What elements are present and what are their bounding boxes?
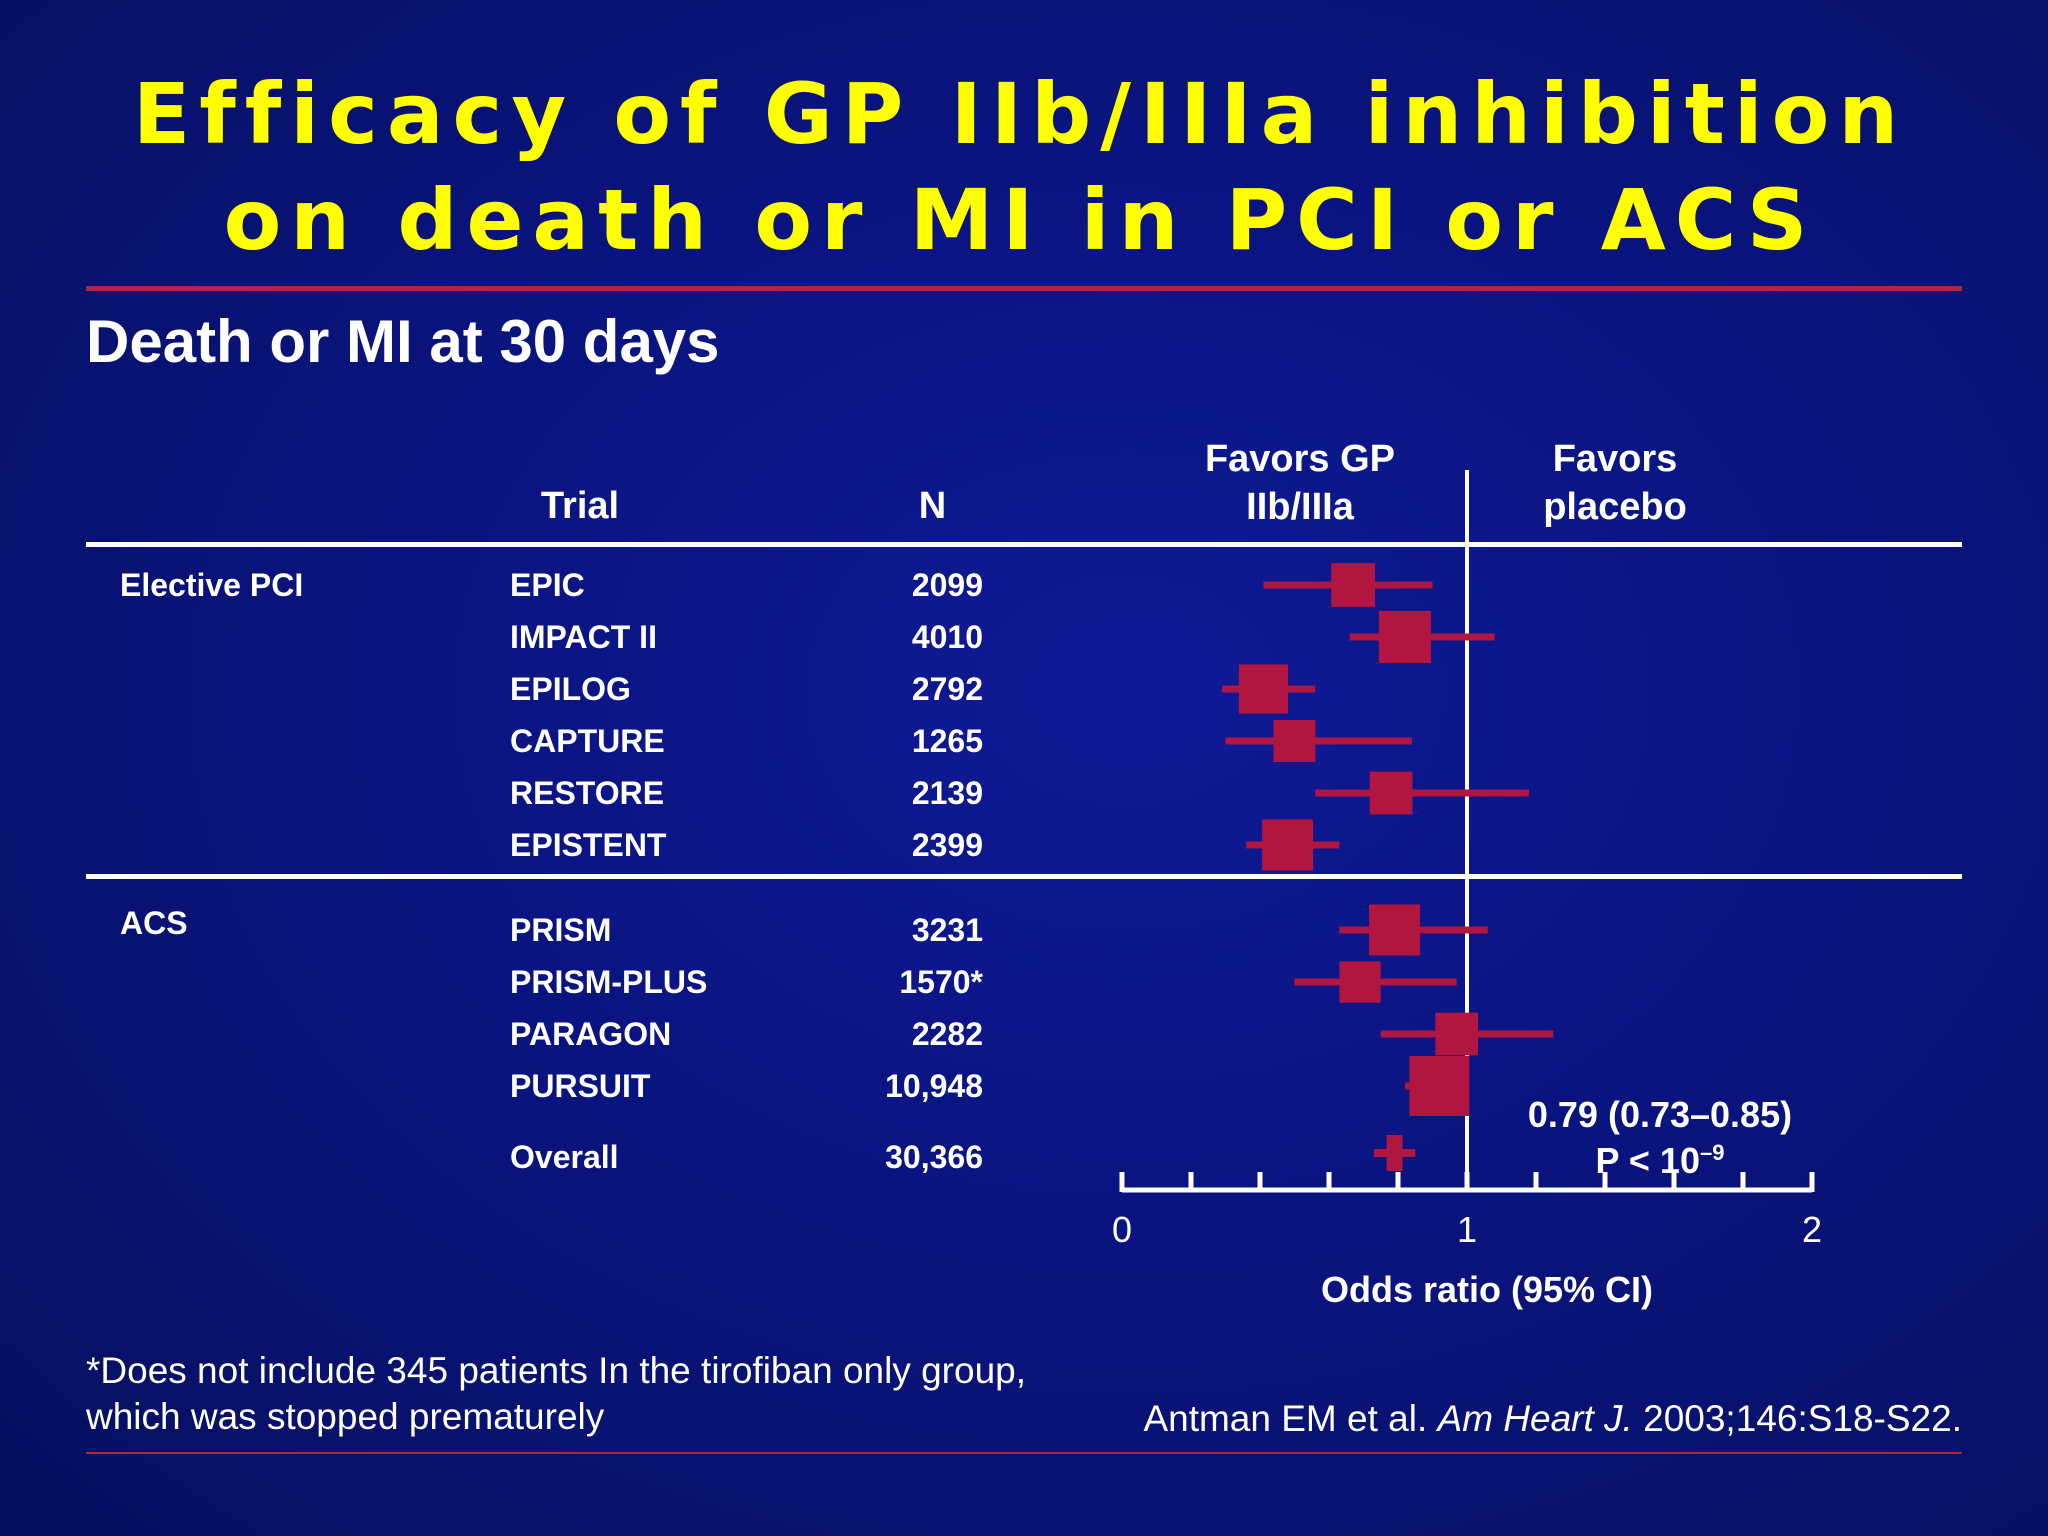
trial-name: EPILOG: [510, 671, 631, 707]
overall-label: Overall: [510, 1139, 619, 1175]
or-marker: [1339, 961, 1381, 1003]
trial-n: 2282: [911, 1016, 983, 1052]
or-marker: [1378, 610, 1431, 664]
trial-n: 1265: [911, 723, 983, 759]
header-rule: [86, 542, 1962, 547]
trial-name: EPISTENT: [510, 827, 667, 863]
group-label-acs: ACS: [120, 905, 188, 941]
trial-name: PARAGON: [510, 1016, 672, 1052]
p-value-text: P < 10: [1595, 1140, 1700, 1181]
summary-estimate: 0.79 (0.73–0.85): [1527, 1094, 1793, 1135]
summary-p-value: P < 10–9: [1470, 1139, 1850, 1182]
or-marker: [1331, 563, 1376, 607]
or-marker: [1273, 720, 1316, 762]
group-rule: [86, 874, 1962, 879]
x-tick-label: 2: [1802, 1209, 1822, 1250]
overall-n: 30,366: [885, 1139, 983, 1175]
x-axis-label: Odds ratio (95% CI): [1321, 1269, 1653, 1310]
footer-divider: [86, 1452, 1962, 1454]
trial-name: RESTORE: [510, 775, 665, 811]
citation: Antman EM et al. Am Heart J. 2003;146:S1…: [1040, 1396, 1962, 1442]
trial-n: 2139: [911, 775, 983, 811]
subtitle: Death or MI at 30 days: [86, 308, 720, 375]
or-marker: [1238, 664, 1289, 714]
overall-marker: [1386, 1135, 1403, 1171]
header-favors-gp: Favors GP IIb/IIIa: [1204, 438, 1396, 528]
citation-journal: Am Heart J.: [1437, 1398, 1633, 1439]
trial-name: IMPACT II: [510, 619, 657, 655]
header-trial: Trial: [540, 485, 620, 527]
trial-name: CAPTURE: [510, 723, 665, 759]
or-marker: [1262, 819, 1314, 871]
trial-n: 10,948: [885, 1068, 983, 1104]
trial-n: 1570*: [899, 964, 983, 1000]
trial-n: 2399: [911, 827, 983, 863]
trial-n: 2099: [911, 567, 983, 603]
header-n: N: [918, 485, 947, 527]
or-marker: [1435, 1012, 1479, 1056]
slide-title-line2: on death or MI in PCI or ACS: [223, 171, 1817, 269]
trial-name: EPIC: [510, 567, 585, 603]
citation-authors: Antman EM et al.: [1143, 1398, 1438, 1439]
trial-name: PRISM-PLUS: [510, 964, 708, 1000]
trial-n: 4010: [911, 619, 983, 655]
trial-n: 2792: [911, 671, 983, 707]
slide-title-line1: Efficacy of GP IIb/IIIa inhibition: [132, 65, 1908, 163]
or-marker: [1409, 1056, 1470, 1116]
x-tick-label: 0: [1112, 1209, 1132, 1250]
or-marker: [1369, 771, 1413, 815]
citation-details: 2003;146:S18-S22.: [1632, 1398, 1962, 1439]
or-marker: [1369, 904, 1421, 956]
trial-name: PURSUIT: [510, 1068, 651, 1104]
x-tick-label: 1: [1457, 1209, 1477, 1250]
title-divider: [86, 286, 1962, 291]
trial-name: PRISM: [510, 912, 612, 948]
group-label-elective-pci: Elective PCI: [120, 567, 304, 603]
p-value-exponent: –9: [1699, 1140, 1725, 1165]
header-favors-placebo: Favors placebo: [1543, 438, 1687, 528]
footnote: *Does not include 345 patients In the ti…: [86, 1350, 1027, 1438]
trial-n: 3231: [911, 912, 983, 948]
